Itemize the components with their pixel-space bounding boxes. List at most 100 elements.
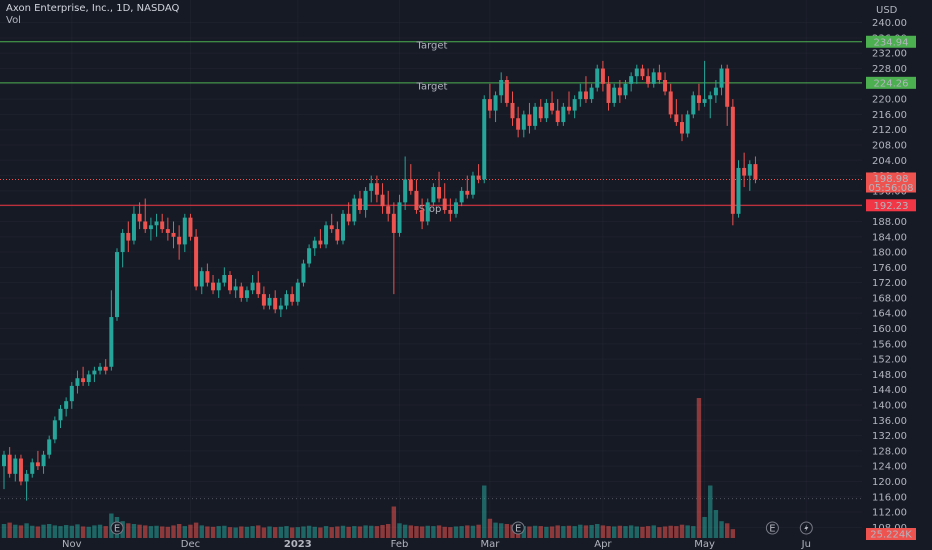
candle-body[interactable] bbox=[86, 374, 91, 383]
candle-body[interactable] bbox=[386, 206, 391, 214]
candle-body[interactable] bbox=[98, 366, 103, 371]
candle-body[interactable] bbox=[521, 114, 526, 130]
candle-body[interactable] bbox=[640, 68, 645, 77]
candle-body[interactable] bbox=[454, 202, 458, 214]
candle-body[interactable] bbox=[651, 72, 656, 84]
candle-body[interactable] bbox=[606, 83, 611, 103]
candle-body[interactable] bbox=[369, 183, 374, 191]
candle-body[interactable] bbox=[341, 213, 345, 241]
candle-body[interactable] bbox=[165, 229, 170, 233]
candle-body[interactable] bbox=[617, 87, 622, 96]
candle-body[interactable] bbox=[470, 175, 475, 195]
candle-body[interactable] bbox=[47, 439, 52, 455]
candle-body[interactable] bbox=[154, 221, 159, 226]
candle-body[interactable] bbox=[284, 294, 289, 306]
candle-body[interactable] bbox=[572, 99, 577, 111]
candle-body[interactable] bbox=[194, 236, 199, 287]
candle-body[interactable] bbox=[256, 282, 261, 295]
candle-body[interactable] bbox=[250, 282, 255, 291]
candle-body[interactable] bbox=[713, 87, 718, 96]
candle-body[interactable] bbox=[561, 106, 566, 123]
candle-body[interactable] bbox=[487, 99, 492, 111]
candle-body[interactable] bbox=[261, 294, 266, 306]
price-levels[interactable]: Target Target Stop bbox=[0, 40, 862, 215]
candle-body[interactable] bbox=[2, 454, 6, 467]
candle-body[interactable] bbox=[131, 213, 136, 241]
candles[interactable] bbox=[2, 60, 758, 501]
candle-body[interactable] bbox=[736, 167, 741, 214]
candle-body[interactable] bbox=[629, 76, 634, 84]
candle-body[interactable] bbox=[177, 236, 182, 245]
candle-body[interactable] bbox=[120, 232, 125, 253]
candle-body[interactable] bbox=[199, 271, 204, 287]
candle-body[interactable] bbox=[363, 190, 368, 210]
candle-body[interactable] bbox=[52, 420, 57, 440]
candle-body[interactable] bbox=[685, 114, 690, 134]
candle-body[interactable] bbox=[414, 190, 419, 210]
candle-body[interactable] bbox=[126, 232, 131, 241]
candle-body[interactable] bbox=[708, 95, 713, 100]
candle-body[interactable] bbox=[205, 271, 210, 283]
candle-body[interactable] bbox=[634, 68, 639, 77]
candle-body[interactable] bbox=[753, 164, 758, 180]
candle-body[interactable] bbox=[527, 114, 532, 126]
candle-body[interactable] bbox=[35, 462, 40, 467]
candle-body[interactable] bbox=[148, 225, 153, 230]
candle-body[interactable] bbox=[312, 240, 317, 249]
candle-body[interactable] bbox=[448, 210, 453, 214]
candle-body[interactable] bbox=[533, 106, 538, 126]
candle-body[interactable] bbox=[233, 286, 238, 291]
candle-body[interactable] bbox=[691, 95, 696, 115]
candle-body[interactable] bbox=[623, 83, 628, 96]
candle-body[interactable] bbox=[583, 91, 588, 100]
candle-body[interactable] bbox=[346, 213, 351, 222]
candle-body[interactable] bbox=[595, 68, 600, 88]
candle-body[interactable] bbox=[567, 106, 571, 111]
candle-body[interactable] bbox=[391, 213, 396, 233]
candle-body[interactable] bbox=[600, 68, 605, 84]
time-axis[interactable]: Nov Dec 2023 Feb Mar Apr May Ju bbox=[62, 539, 811, 550]
candle-body[interactable] bbox=[504, 80, 509, 103]
candle-body[interactable] bbox=[646, 76, 651, 84]
candle-body[interactable] bbox=[408, 179, 413, 191]
candle-body[interactable] bbox=[657, 72, 662, 80]
candle-body[interactable] bbox=[696, 95, 701, 103]
candle-body[interactable] bbox=[109, 317, 114, 367]
candle-body[interactable] bbox=[64, 401, 69, 409]
candle-body[interactable] bbox=[725, 68, 730, 107]
candle-body[interactable] bbox=[307, 248, 312, 264]
candle-body[interactable] bbox=[719, 68, 724, 88]
candle-body[interactable] bbox=[103, 366, 108, 371]
candle-body[interactable] bbox=[476, 175, 481, 180]
candle-body[interactable] bbox=[674, 114, 679, 123]
candle-body[interactable] bbox=[459, 190, 464, 203]
price-axis[interactable]: USD 108.00112.00116.00120.00124.00128.00… bbox=[872, 5, 907, 534]
candle-body[interactable] bbox=[747, 164, 752, 176]
candle-body[interactable] bbox=[244, 290, 249, 298]
candle-body[interactable] bbox=[211, 282, 216, 291]
candle-body[interactable] bbox=[680, 122, 684, 134]
candle-body[interactable] bbox=[239, 286, 244, 298]
candle-body[interactable] bbox=[516, 118, 521, 130]
candle-body[interactable] bbox=[335, 229, 340, 241]
candle-body[interactable] bbox=[137, 213, 142, 222]
candle-body[interactable] bbox=[92, 370, 97, 375]
earnings-marker[interactable]: E bbox=[511, 521, 525, 535]
candle-body[interactable] bbox=[290, 294, 295, 302]
earnings-marker[interactable]: E bbox=[765, 521, 779, 535]
candle-body[interactable] bbox=[465, 190, 470, 195]
candle-body[interactable] bbox=[437, 187, 442, 199]
earnings-marker[interactable]: E bbox=[110, 521, 124, 535]
candle-body[interactable] bbox=[578, 91, 583, 100]
candle-body[interactable] bbox=[442, 198, 447, 210]
candle-body[interactable] bbox=[482, 99, 487, 180]
candle-body[interactable] bbox=[267, 297, 272, 306]
candle-body[interactable] bbox=[13, 458, 18, 474]
candle-body[interactable] bbox=[41, 454, 46, 467]
candle-body[interactable] bbox=[403, 179, 408, 203]
candle-body[interactable] bbox=[228, 275, 232, 291]
symbol-title[interactable]: Axon Enterprise, Inc., 1D, NASDAQ bbox=[6, 3, 180, 14]
candle-body[interactable] bbox=[295, 282, 300, 302]
candle-body[interactable] bbox=[374, 183, 379, 195]
